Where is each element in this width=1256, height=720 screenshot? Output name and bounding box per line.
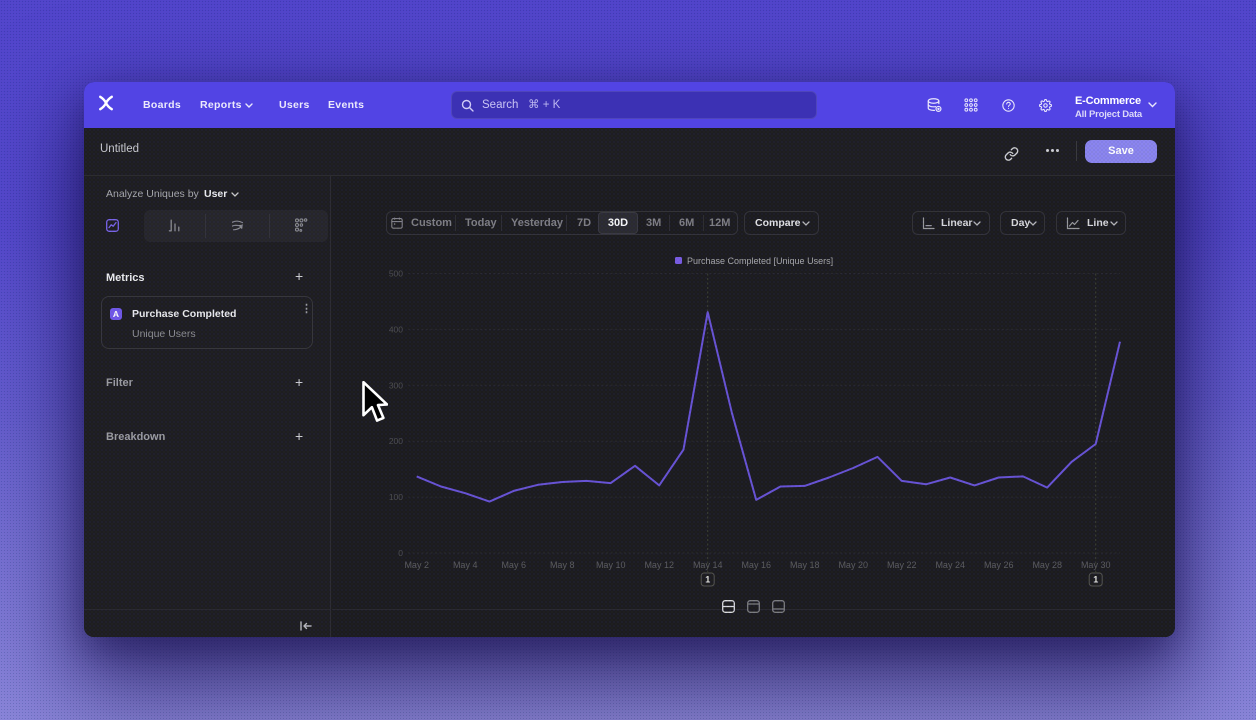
svg-text:May 30: May 30 xyxy=(1081,560,1111,570)
svg-text:300: 300 xyxy=(389,380,403,390)
svg-text:100: 100 xyxy=(389,492,403,502)
svg-text:May 12: May 12 xyxy=(644,560,674,570)
svg-text:0: 0 xyxy=(398,548,403,558)
svg-text:May 8: May 8 xyxy=(550,560,575,570)
svg-text:May 10: May 10 xyxy=(596,560,626,570)
svg-text:May 2: May 2 xyxy=(404,560,429,570)
svg-text:May 14: May 14 xyxy=(693,560,723,570)
svg-text:400: 400 xyxy=(389,324,403,334)
svg-text:May 24: May 24 xyxy=(935,560,965,570)
svg-text:200: 200 xyxy=(389,436,403,446)
svg-text:May 18: May 18 xyxy=(790,560,820,570)
svg-text:1: 1 xyxy=(705,575,710,585)
svg-text:1: 1 xyxy=(1093,575,1098,585)
svg-text:May 28: May 28 xyxy=(1032,560,1062,570)
svg-text:500: 500 xyxy=(389,269,403,279)
svg-text:May 6: May 6 xyxy=(501,560,526,570)
svg-text:May 16: May 16 xyxy=(741,560,771,570)
svg-text:May 4: May 4 xyxy=(453,560,478,570)
svg-text:May 22: May 22 xyxy=(887,560,917,570)
svg-text:May 20: May 20 xyxy=(838,560,868,570)
svg-text:May 26: May 26 xyxy=(984,560,1014,570)
